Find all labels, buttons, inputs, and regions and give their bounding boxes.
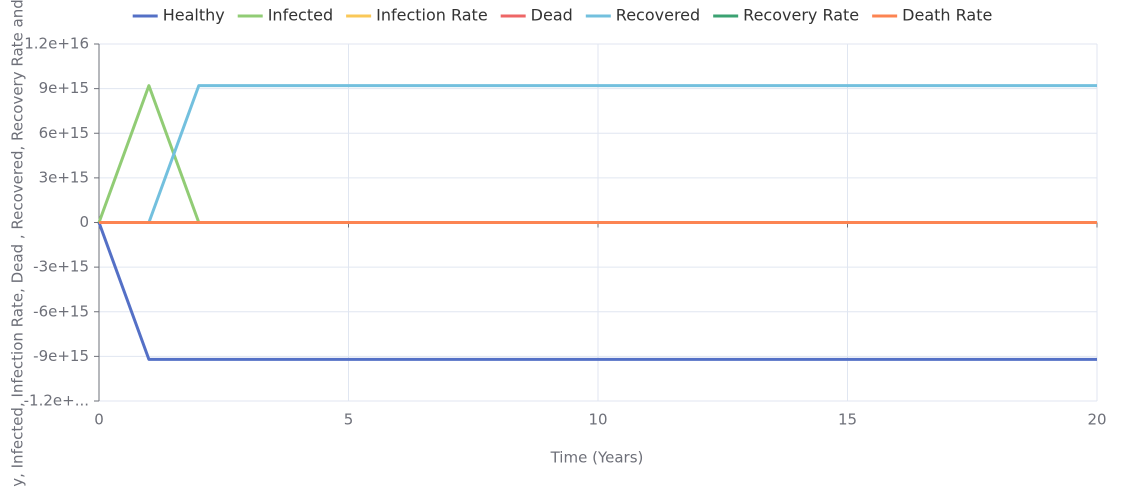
legend-label: Recovery Rate (743, 6, 859, 25)
series-line (99, 84, 1097, 224)
x-tick-label: 20 (1087, 411, 1106, 429)
x-tick-label: 0 (94, 411, 104, 429)
y-tick-label: -9e+15 (33, 347, 89, 365)
y-tick-label: -3e+15 (33, 258, 89, 276)
y-tick-label: -1.2e+... (24, 392, 89, 410)
y-tick-label: 6e+15 (39, 124, 89, 142)
y-tick-label: 1.2e+16 (24, 35, 89, 53)
legend-label: Recovered (616, 6, 700, 25)
x-axis-title: Time (Years) (550, 449, 644, 467)
y-tick-label: -6e+15 (33, 302, 89, 320)
legend-label: Healthy (163, 6, 225, 25)
legend-label: Dead (531, 6, 573, 25)
y-axis-title: Healthy, Infected, Infection Rate, Dead … (9, 0, 27, 487)
series-line (97, 221, 1097, 361)
y-tick-label: 3e+15 (39, 168, 89, 186)
y-tick-label: 0 (79, 213, 89, 231)
x-tick-label: 10 (588, 411, 607, 429)
x-tick-label: 5 (344, 411, 354, 429)
y-tick-label: 9e+15 (39, 79, 89, 97)
legend-label: Death Rate (902, 6, 992, 25)
legend-label: Infected (268, 6, 333, 25)
legend: Healthy Infected Infection Rate Dead Recover… (132, 6, 992, 25)
x-tick-label: 15 (838, 411, 857, 429)
legend-label: Infection Rate (376, 6, 488, 25)
